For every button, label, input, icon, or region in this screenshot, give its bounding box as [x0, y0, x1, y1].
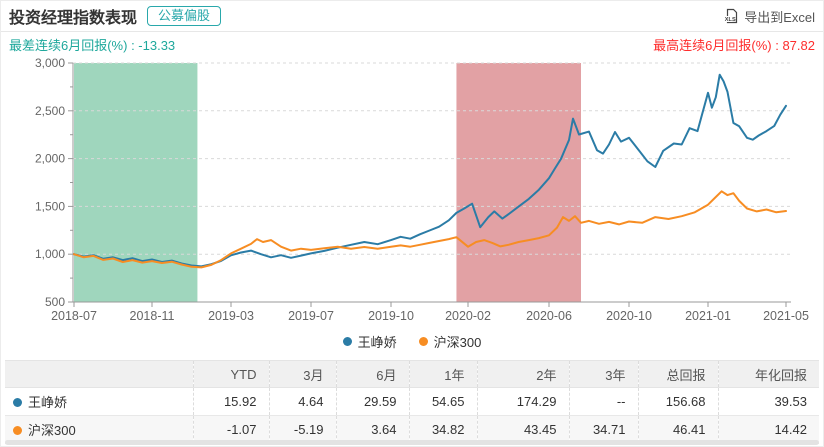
x-tick-label: 2018-07 — [51, 309, 97, 323]
x-tick-label: 2021-05 — [763, 309, 809, 323]
legend-dot — [342, 336, 352, 346]
series-name-cell: 沪深300 — [5, 415, 193, 444]
table-value-cell: 34.82 — [408, 415, 477, 444]
table-header-cell — [5, 360, 193, 388]
table-value-cell: 15.92 — [192, 387, 269, 416]
legend-item-王峥娇[interactable]: 王峥娇 — [342, 332, 397, 351]
series-dot — [13, 398, 22, 407]
table-header-cell: 总回报 — [637, 360, 718, 388]
worst-6mo-return-value: -13.33 — [138, 37, 176, 53]
table-header-cell: 3月 — [268, 360, 336, 388]
table-value-cell: 43.45 — [476, 415, 569, 444]
header-bar: 投资经理指数表现 公募偏股 XLS 导出到Excel — [1, 1, 823, 32]
x-tick-label: 2020-02 — [445, 309, 491, 323]
x-tick-label: 2020-06 — [526, 309, 572, 323]
table-header-cell: 2年 — [476, 360, 569, 388]
table-header-row: YTD 3月 6月 1年 2年 3年 总回报 年化回报 — [5, 360, 819, 388]
legend-dot — [418, 336, 428, 346]
series-name-cell: 王峥娇 — [5, 387, 193, 416]
x-tick-label: 2018-11 — [130, 309, 175, 323]
table-value-cell: -- — [568, 387, 638, 416]
series-name: 沪深300 — [28, 423, 76, 438]
table-header-cell: YTD — [192, 360, 269, 388]
series-line-沪深300 — [73, 190, 787, 269]
legend-label: 王峥娇 — [357, 334, 397, 350]
y-tick-label: 1,000 — [35, 247, 65, 261]
region-best-6-month-window — [456, 63, 581, 302]
table-value-cell: 29.59 — [335, 387, 409, 416]
export-label: 导出到Excel — [744, 9, 815, 25]
best-6mo-return-value: 87.82 — [782, 37, 815, 53]
table-row-王峥娇: 王峥娇 15.92 4.64 29.59 54.65 174.29 -- 156.68 39.5… — [5, 387, 819, 416]
export-to-excel-button[interactable]: XLS 导出到Excel — [723, 7, 815, 26]
table-value-cell: 4.64 — [268, 387, 336, 416]
region-worst-6-month-window — [74, 63, 198, 302]
x-tick-label: 2021-01 — [685, 309, 731, 323]
table-header-cell: 6月 — [335, 360, 409, 388]
table-value-cell: 3.64 — [335, 415, 409, 444]
table-value-cell: 39.53 — [717, 387, 819, 416]
returns-table: YTD 3月 6月 1年 2年 3年 总回报 年化回报 王峥娇 15.92 4.64 29.59 54… — [5, 360, 819, 444]
worst-6mo-return-stat: 最差连续6月回报(%) : -13.33 — [9, 37, 176, 53]
legend-label: 沪深300 — [433, 334, 482, 350]
y-tick-label: 2,500 — [35, 104, 65, 118]
x-tick-label: 2019-07 — [288, 309, 334, 323]
y-tick-label: 500 — [45, 295, 65, 309]
stats-bar: 最差连续6月回报(%) : -13.33 最高连续6月回报(%) : 87.82 — [1, 33, 823, 55]
table-value-cell: 156.68 — [637, 387, 718, 416]
table-value-cell: -1.07 — [192, 415, 269, 444]
table-header-cell: 3年 — [568, 360, 638, 388]
page-title: 投资经理指数表现 — [9, 10, 138, 27]
table-header-cell: 1年 — [408, 360, 477, 388]
table-row-沪深300: 沪深300 -1.07 -5.19 3.64 34.82 43.45 34.71 46.41 1… — [5, 415, 819, 444]
y-tick-label: 2,000 — [35, 152, 65, 166]
xls-file-icon: XLS — [724, 8, 738, 24]
table-header-cell: 年化回报 — [717, 360, 819, 388]
table-value-cell: 174.29 — [476, 387, 569, 416]
table-value-cell: 54.65 — [408, 387, 477, 416]
legend-item-沪深300[interactable]: 沪深300 — [418, 332, 482, 351]
series-name: 王峥娇 — [28, 395, 68, 410]
series-dot — [13, 426, 22, 435]
category-badge: 公募偏股 — [147, 6, 222, 26]
returns-table-wrap: YTD 3月 6月 1年 2年 3年 总回报 年化回报 王峥娇 15.92 4.64 29.59 54… — [5, 360, 819, 444]
x-tick-label: 2020-10 — [606, 309, 652, 323]
y-tick-label: 3,000 — [35, 56, 65, 70]
y-tick-label: 1,500 — [35, 199, 65, 213]
performance-line-chart: 500 1,000 1,500 2,000 2,500 3,000 2018-07 2018-… — [35, 56, 809, 323]
x-tick-label: 2019-10 — [368, 309, 414, 323]
horizontal-scrollbar[interactable] — [5, 440, 819, 445]
best-6mo-return-stat: 最高连续6月回报(%) : 87.82 — [653, 37, 815, 53]
chart-legend: 王峥娇 沪深300 — [1, 332, 823, 350]
svg-text:XLS: XLS — [725, 17, 736, 23]
table-value-cell: 46.41 — [637, 415, 718, 444]
x-tick-label: 2019-03 — [208, 309, 254, 323]
